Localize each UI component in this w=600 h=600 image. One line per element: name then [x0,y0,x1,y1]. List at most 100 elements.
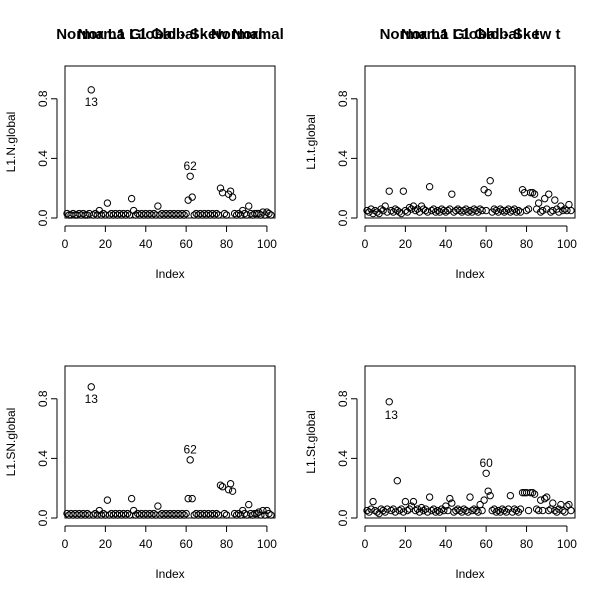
data-point [423,508,432,516]
data-point [186,456,194,464]
data-point [222,511,231,519]
data-point [89,211,97,219]
data-point [367,205,375,213]
plot-frame [64,365,276,519]
data-point [545,190,553,198]
data-point [472,206,480,215]
data-point [518,488,527,497]
y-tick-label: 0.8 [36,390,50,407]
x-tick-label: 100 [257,237,277,251]
chart-title: Norma L1 Global - Normal [77,26,262,43]
point-label: 13 [85,95,99,109]
data-point [393,477,402,485]
data-point [216,481,225,489]
data-point [555,505,563,513]
data-point [421,206,430,215]
data-point [494,506,502,515]
data-point [484,487,492,495]
x-tick-label: 100 [557,237,577,251]
data-point [419,506,428,515]
data-point [536,496,545,504]
y-axis-label: L1.t.global [304,114,318,169]
data-point [267,211,275,219]
data-point [423,208,432,216]
point-label: 13 [85,392,99,406]
data-point [444,206,452,215]
data-point [484,188,492,197]
data-point [536,208,545,216]
data-point [383,208,391,216]
data-point [466,206,474,215]
data-point [492,508,500,516]
data-point [433,506,442,515]
panel-4: Norma L1 Global - Skew t 0 20 40 60 80 100 Inde… [304,26,577,581]
data-point [186,172,194,180]
data-point [81,511,89,519]
data-point [528,188,537,197]
data-point [448,499,456,507]
data-point [466,493,474,501]
data-point [399,508,408,516]
data-point [245,500,253,509]
data-point [541,494,549,503]
data-point [212,509,221,518]
x-tick-label: 60 [179,237,193,251]
data-point [89,511,97,519]
data-point [526,488,535,497]
point-label: 13 [385,408,399,422]
data-point [216,184,225,192]
data-point [538,206,547,215]
data-point [514,206,523,215]
data-point [228,193,237,201]
data-point [405,203,414,212]
panel-3: Norma L1 Global - Skew Normal 0 20 40 60 80 10… [4,26,284,581]
data-point [543,493,551,501]
y-tick-label: 0.8 [336,390,350,407]
data-point [474,508,482,516]
y-axis-label: L1.SN.global [4,408,18,477]
data-point [478,506,486,515]
panel-2: Norma L1 Global - t 0 20 40 60 80 100 Index 0.0 0… [304,26,577,281]
x-tick-label: 80 [220,537,234,551]
data-point [480,496,488,504]
data-point [563,502,571,510]
data-point [567,506,575,515]
data-point [214,211,223,219]
x-tick-label: 40 [439,237,453,251]
data-point [103,496,112,504]
x-axis-label: Index [155,267,184,281]
data-point [220,209,229,218]
data-point [528,488,537,497]
y-tick-label: 0.4 [36,450,50,467]
data-point [407,502,416,510]
x-tick-label: 0 [62,237,69,251]
data-point [385,187,393,195]
data-point [547,208,555,216]
data-point [478,206,486,215]
data-point [538,506,547,515]
data-point [265,209,273,218]
data-point [180,211,188,219]
data-point [409,497,418,506]
data-point [257,511,265,519]
data-point [549,499,557,507]
x-tick-label: 20 [399,537,413,551]
data-point [363,206,371,215]
data-point [97,211,106,219]
data-point [243,211,251,219]
data-point [472,506,480,515]
data-point [85,209,93,218]
data-point [433,206,442,215]
data-point [486,177,494,185]
data-point [446,494,454,503]
data-point [448,190,456,198]
data-point [567,206,575,215]
data-point [565,200,573,209]
data-point [534,506,543,515]
data-point [431,508,440,516]
data-point [178,509,186,518]
data-point [188,494,196,503]
y-tick-label: 0.4 [336,450,350,467]
data-point [249,211,257,219]
